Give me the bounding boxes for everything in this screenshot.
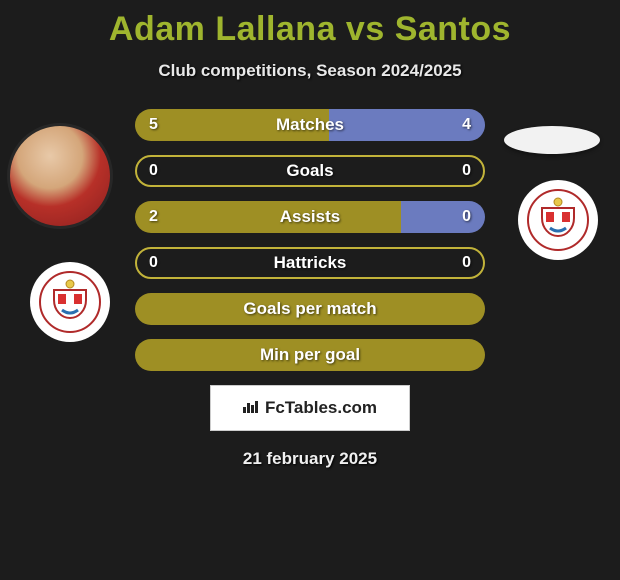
stat-bar-track: Min per goal (135, 339, 485, 371)
stat-value-right: 0 (462, 208, 471, 226)
stats-comparison-area: Matches54Goals00Assists20Hattricks00Goal… (0, 109, 620, 371)
stat-value-right: 4 (462, 116, 471, 134)
stat-label: Assists (135, 207, 485, 227)
stat-value-left: 2 (149, 208, 158, 226)
stat-value-right: 0 (462, 162, 471, 180)
stat-row: Goals0 0 (0, 155, 620, 187)
footer-date: 21 february 2025 (0, 449, 620, 469)
stat-row: Matches5 4 (0, 109, 620, 141)
stat-bar-track: Goals0 0 (135, 155, 485, 187)
stat-row: Assists2 0 (0, 201, 620, 233)
chart-icon (243, 399, 259, 417)
stat-row: Goals per match (0, 293, 620, 325)
stat-bar-track: Goals per match (135, 293, 485, 325)
stat-label: Hattricks (135, 253, 485, 273)
stat-row: Hattricks0 0 (0, 247, 620, 279)
stat-bar-track: Matches5 4 (135, 109, 485, 141)
stat-value-left: 5 (149, 116, 158, 134)
brand-text: FcTables.com (265, 398, 377, 418)
stat-value-left: 0 (149, 254, 158, 272)
stat-label: Goals (135, 161, 485, 181)
brand-logo: FcTables.com (210, 385, 410, 431)
stat-value-left: 0 (149, 162, 158, 180)
stat-label: Matches (135, 115, 485, 135)
stat-row: Min per goal (0, 339, 620, 371)
stat-label: Min per goal (135, 345, 485, 365)
page-title: Adam Lallana vs Santos (0, 0, 620, 49)
stat-bar-track: Hattricks0 0 (135, 247, 485, 279)
page-subtitle: Club competitions, Season 2024/2025 (0, 61, 620, 81)
stat-label: Goals per match (135, 299, 485, 319)
stat-value-right: 0 (462, 254, 471, 272)
stat-bar-track: Assists2 0 (135, 201, 485, 233)
